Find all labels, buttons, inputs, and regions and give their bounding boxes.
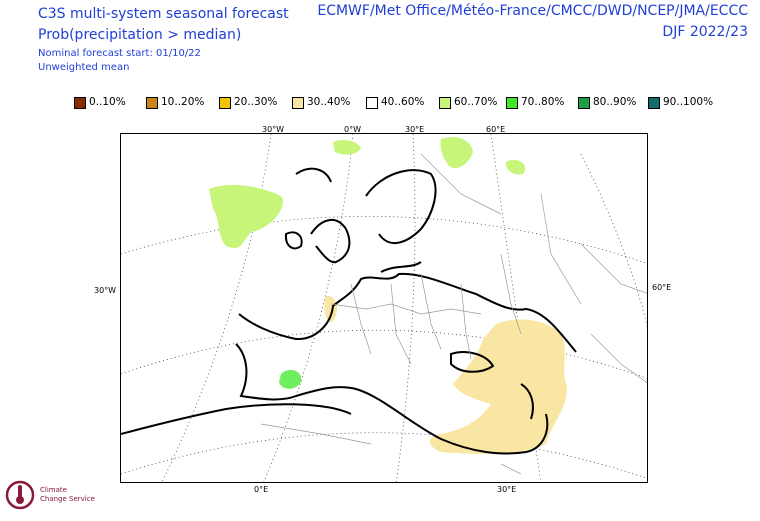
forecast-start: Nominal forecast start: 01/10/22 (38, 48, 201, 59)
graticule-label-left: 30°W (94, 286, 117, 295)
graticule-lines (121, 134, 647, 482)
graticule-label-right: 60°E (652, 283, 672, 292)
legend-label: 10..20% (161, 96, 205, 108)
season-label: DJF 2022/23 (662, 24, 748, 40)
legend-swatch (439, 97, 451, 109)
logo-text-line2: Change Service (40, 495, 95, 503)
map-frame (120, 133, 648, 483)
legend-label: 0..10% (89, 96, 126, 108)
copernicus-climate-logo: Climate Change Service (4, 476, 114, 518)
graticule-label-top: 60°E (486, 125, 506, 134)
legend-label: 60..70% (454, 96, 498, 108)
legend-swatch (146, 97, 158, 109)
shade-30-40-biscay (324, 295, 338, 323)
legend-swatch (366, 97, 378, 109)
legend-swatch (648, 97, 660, 109)
borders (260, 153, 647, 475)
coastlines (121, 167, 577, 455)
legend-label: 30..40% (307, 96, 351, 108)
legend-swatch (292, 97, 304, 109)
probability-shading (209, 137, 567, 454)
legend-label: 20..30% (234, 96, 278, 108)
graticule-label-top: 0°W (344, 125, 361, 134)
legend-swatch (219, 97, 231, 109)
graticule-label-top: 30°E (405, 125, 425, 134)
map-canvas (121, 134, 647, 482)
chart-subtitle: Prob(precipitation > median) (38, 27, 242, 43)
logo-text-line1: Climate (40, 486, 67, 494)
shade-60-70-greenland (333, 140, 361, 155)
legend-label: 90..100% (663, 96, 714, 108)
thermometer-logo-icon (5, 480, 35, 510)
graticule-label-bottom: 0°E (254, 485, 269, 494)
graticule-label-bottom: 30°E (497, 485, 517, 494)
graticule-label-top: 30°W (262, 125, 285, 134)
legend-swatch (506, 97, 518, 109)
chart-title: C3S multi-system seasonal forecast (38, 6, 289, 22)
shade-60-70-urals (505, 159, 526, 175)
legend-swatch (578, 97, 590, 109)
shade-30-40-eastern-med (429, 319, 567, 454)
centres-list: ECMWF/Met Office/Météo-France/CMCC/DWD/N… (317, 3, 748, 19)
shade-60-70-arctic (440, 137, 473, 169)
legend-label: 70..80% (521, 96, 565, 108)
legend-label: 40..60% (381, 96, 425, 108)
mean-type: Unweighted mean (38, 62, 130, 73)
legend-swatch (74, 97, 86, 109)
shade-60-70-atlantic (209, 184, 283, 249)
shade-70-80-iberia (279, 369, 302, 389)
legend-label: 80..90% (593, 96, 637, 108)
